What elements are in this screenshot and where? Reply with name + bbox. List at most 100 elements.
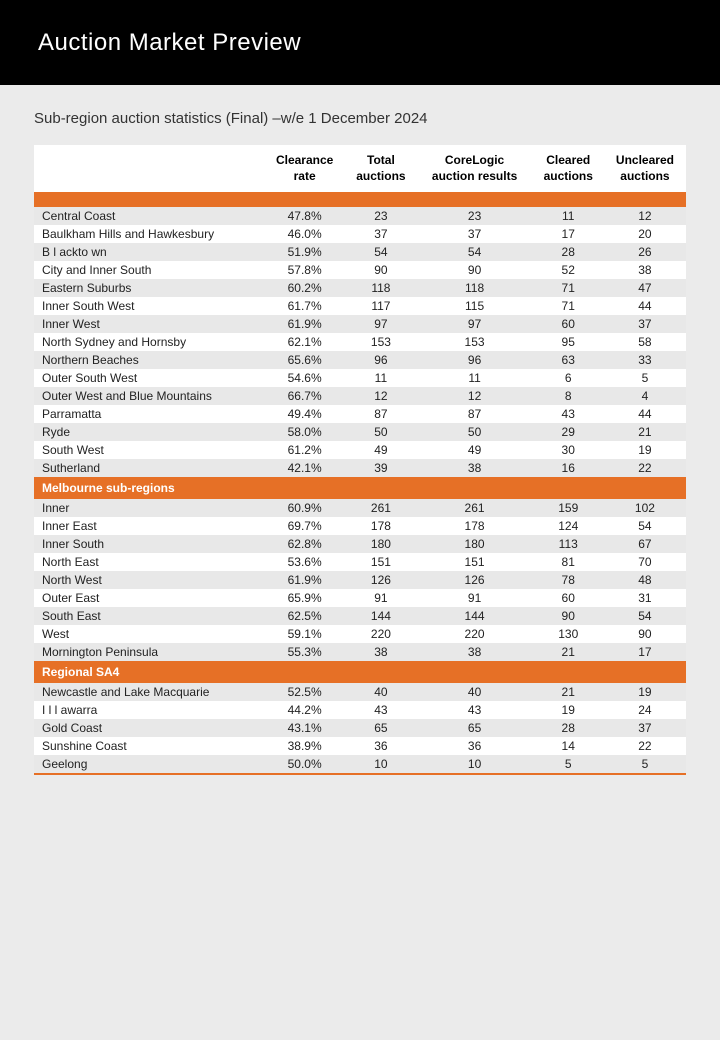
table-cell: Parramatta xyxy=(34,405,264,423)
table-cell: 10 xyxy=(345,755,416,774)
table-cell: 14 xyxy=(533,737,604,755)
table-cell: 38.9% xyxy=(264,737,345,755)
table-cell: Outer South West xyxy=(34,369,264,387)
table-row: Sunshine Coast38.9%36361422 xyxy=(34,737,686,755)
table-cell: 44 xyxy=(604,297,686,315)
table-cell: 70 xyxy=(604,553,686,571)
table-cell: 90 xyxy=(533,607,604,625)
table-cell: Northern Beaches xyxy=(34,351,264,369)
table-cell: 20 xyxy=(604,225,686,243)
table-cell: 37 xyxy=(417,225,533,243)
table-cell: 180 xyxy=(345,535,416,553)
table-cell: Central Coast xyxy=(34,207,264,225)
table-cell: B l ackto wn xyxy=(34,243,264,261)
table-cell: 117 xyxy=(345,297,416,315)
col-header xyxy=(34,145,264,193)
table-row: Inner South62.8%18018011367 xyxy=(34,535,686,553)
table-row: Newcastle and Lake Macquarie52.5%4040211… xyxy=(34,683,686,701)
table-cell: 159 xyxy=(533,499,604,517)
table-row: Sutherland42.1%39381622 xyxy=(34,459,686,477)
table-cell: 37 xyxy=(604,719,686,737)
table-cell: 36 xyxy=(417,737,533,755)
table-cell: 65 xyxy=(417,719,533,737)
table-cell: 62.8% xyxy=(264,535,345,553)
table-cell: Outer West and Blue Mountains xyxy=(34,387,264,405)
table-cell: 62.5% xyxy=(264,607,345,625)
table-cell: 55.3% xyxy=(264,643,345,661)
table-cell: 33 xyxy=(604,351,686,369)
table-row: South West61.2%49493019 xyxy=(34,441,686,459)
table-cell: 87 xyxy=(345,405,416,423)
table-cell: Inner xyxy=(34,499,264,517)
col-header: CoreLogicauction results xyxy=(417,145,533,193)
table-cell: 17 xyxy=(604,643,686,661)
content-area: Sub-region auction statistics (Final) –w… xyxy=(0,85,720,775)
table-cell: 24 xyxy=(604,701,686,719)
table-cell: 130 xyxy=(533,625,604,643)
table-row: B l ackto wn51.9%54542826 xyxy=(34,243,686,261)
table-cell: 97 xyxy=(417,315,533,333)
table-cell: 118 xyxy=(345,279,416,297)
table-cell: 38 xyxy=(417,643,533,661)
table-cell: 78 xyxy=(533,571,604,589)
table-row: North East53.6%1511518170 xyxy=(34,553,686,571)
table-cell: 61.2% xyxy=(264,441,345,459)
table-row: Baulkham Hills and Hawkesbury46.0%373717… xyxy=(34,225,686,243)
table-cell: 6 xyxy=(533,369,604,387)
table-cell: 49.4% xyxy=(264,405,345,423)
table-cell: 60 xyxy=(533,315,604,333)
table-cell: 47 xyxy=(604,279,686,297)
page-title: Auction Market Preview xyxy=(38,29,301,57)
table-cell: 90 xyxy=(604,625,686,643)
table-row: Eastern Suburbs60.2%1181187147 xyxy=(34,279,686,297)
table-cell: 28 xyxy=(533,719,604,737)
table-cell: 144 xyxy=(345,607,416,625)
table-cell: 16 xyxy=(533,459,604,477)
table-cell: 5 xyxy=(533,755,604,774)
table-row: Geelong50.0%101055 xyxy=(34,755,686,774)
table-cell: 220 xyxy=(345,625,416,643)
table-cell: 17 xyxy=(533,225,604,243)
table-cell: 49 xyxy=(345,441,416,459)
table-cell: 153 xyxy=(417,333,533,351)
table-cell: 113 xyxy=(533,535,604,553)
table-cell: 124 xyxy=(533,517,604,535)
table-row: I l l awarra44.2%43431924 xyxy=(34,701,686,719)
table-cell: 58 xyxy=(604,333,686,351)
table-cell: 58.0% xyxy=(264,423,345,441)
table-cell: 23 xyxy=(345,207,416,225)
col-header: Totalauctions xyxy=(345,145,416,193)
table-row: Outer South West54.6%111165 xyxy=(34,369,686,387)
table-cell: 144 xyxy=(417,607,533,625)
table-cell: 151 xyxy=(417,553,533,571)
table-cell: Inner East xyxy=(34,517,264,535)
table-cell: 66.7% xyxy=(264,387,345,405)
table-row: City and Inner South57.8%90905238 xyxy=(34,261,686,279)
table-cell: City and Inner South xyxy=(34,261,264,279)
table-cell: 26 xyxy=(604,243,686,261)
table-row: West59.1%22022013090 xyxy=(34,625,686,643)
table-cell: 48 xyxy=(604,571,686,589)
table-cell: 22 xyxy=(604,459,686,477)
table-cell: 50.0% xyxy=(264,755,345,774)
table-cell: Ryde xyxy=(34,423,264,441)
table-cell: 91 xyxy=(345,589,416,607)
table-cell: 47.8% xyxy=(264,207,345,225)
table-cell: Newcastle and Lake Macquarie xyxy=(34,683,264,701)
table-cell: 50 xyxy=(417,423,533,441)
table-cell: 54 xyxy=(604,517,686,535)
table-cell: 52 xyxy=(533,261,604,279)
table-cell: Outer East xyxy=(34,589,264,607)
table-cell: 96 xyxy=(417,351,533,369)
subtitle: Sub-region auction statistics (Final) –w… xyxy=(34,110,686,127)
table-cell: 87 xyxy=(417,405,533,423)
table-cell: 19 xyxy=(604,683,686,701)
section-header xyxy=(34,193,686,207)
table-cell: 51.9% xyxy=(264,243,345,261)
table-cell: North West xyxy=(34,571,264,589)
table-cell: 31 xyxy=(604,589,686,607)
table-cell: 153 xyxy=(345,333,416,351)
table-cell: 5 xyxy=(604,755,686,774)
page-header: Auction Market Preview xyxy=(0,0,720,85)
table-cell: 65.9% xyxy=(264,589,345,607)
